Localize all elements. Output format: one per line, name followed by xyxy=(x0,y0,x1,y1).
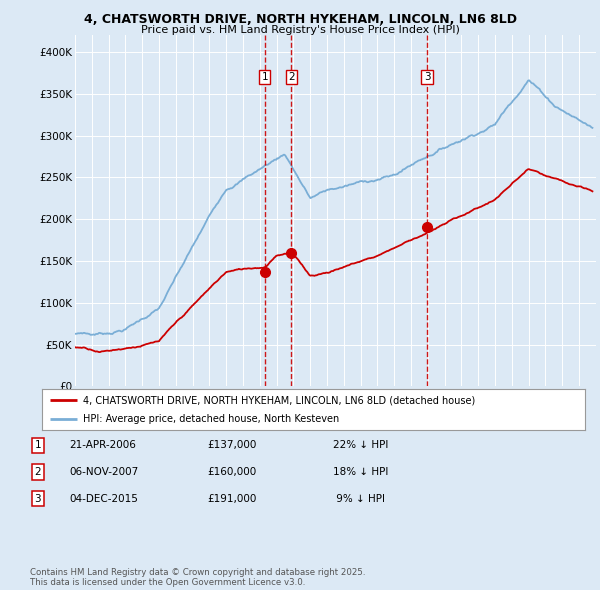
Text: 22% ↓ HPI: 22% ↓ HPI xyxy=(333,441,388,450)
Text: 21-APR-2006: 21-APR-2006 xyxy=(69,441,136,450)
Text: 1: 1 xyxy=(34,441,41,450)
Text: HPI: Average price, detached house, North Kesteven: HPI: Average price, detached house, Nort… xyxy=(83,414,339,424)
Text: 4, CHATSWORTH DRIVE, NORTH HYKEHAM, LINCOLN, LN6 8LD (detached house): 4, CHATSWORTH DRIVE, NORTH HYKEHAM, LINC… xyxy=(83,395,475,405)
Text: 2: 2 xyxy=(288,72,295,82)
Text: Contains HM Land Registry data © Crown copyright and database right 2025.
This d: Contains HM Land Registry data © Crown c… xyxy=(30,568,365,587)
Text: 2: 2 xyxy=(34,467,41,477)
Text: 3: 3 xyxy=(34,494,41,503)
Text: 4, CHATSWORTH DRIVE, NORTH HYKEHAM, LINCOLN, LN6 8LD: 4, CHATSWORTH DRIVE, NORTH HYKEHAM, LINC… xyxy=(83,13,517,26)
Text: £191,000: £191,000 xyxy=(207,494,256,503)
Text: 1: 1 xyxy=(262,72,268,82)
Text: 04-DEC-2015: 04-DEC-2015 xyxy=(69,494,138,503)
Text: £160,000: £160,000 xyxy=(207,467,256,477)
Text: 3: 3 xyxy=(424,72,430,82)
Text: 06-NOV-2007: 06-NOV-2007 xyxy=(69,467,138,477)
Text: 18% ↓ HPI: 18% ↓ HPI xyxy=(333,467,388,477)
Text: £137,000: £137,000 xyxy=(207,441,256,450)
Text: 9% ↓ HPI: 9% ↓ HPI xyxy=(333,494,385,503)
Text: Price paid vs. HM Land Registry's House Price Index (HPI): Price paid vs. HM Land Registry's House … xyxy=(140,25,460,35)
